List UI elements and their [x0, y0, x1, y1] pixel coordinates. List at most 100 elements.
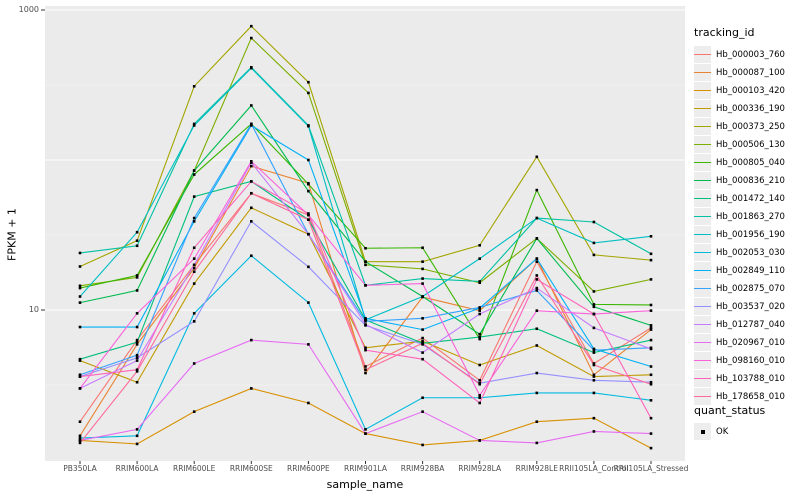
data-point: [592, 375, 596, 378]
data-point: [78, 265, 82, 268]
data-point: [592, 416, 596, 420]
data-point: [78, 359, 82, 362]
data-point: [478, 332, 481, 336]
data-point: [135, 356, 139, 360]
data-point: [535, 286, 539, 290]
data-point: [135, 442, 139, 446]
data-point: [649, 324, 653, 327]
data-point: [250, 206, 253, 210]
data-point: [192, 320, 196, 323]
series-color-line-icon: [694, 287, 711, 290]
data-point: [135, 380, 139, 384]
legend-entry: Hb_178658_010: [694, 388, 785, 405]
legend-entry: Hb_001472_140: [694, 190, 785, 207]
legend-entry-label: Hb_000003_760: [716, 49, 785, 60]
data-point: [135, 289, 139, 292]
data-point: [649, 446, 653, 450]
y-tick-label: 1000: [18, 5, 39, 14]
legend-entry: Hb_000087_100: [694, 64, 785, 81]
data-point: [421, 295, 424, 298]
data-point: [307, 232, 310, 236]
data-point: [78, 439, 82, 442]
data-point: [364, 365, 367, 368]
data-point: [307, 218, 310, 221]
data-point: [592, 351, 596, 354]
legend-entry-label: Hb_001863_270: [716, 211, 785, 222]
data-point: [78, 301, 82, 304]
data-point: [364, 320, 367, 323]
x-tick-label: RRIM600SE: [229, 464, 273, 473]
data-point: [364, 432, 367, 435]
data-point: [364, 323, 367, 326]
x-tick-label: PB350LA: [63, 464, 97, 473]
legend-key: [694, 172, 711, 189]
data-point: [364, 371, 367, 375]
legend-key: [694, 352, 711, 369]
series-color-line-icon: [694, 71, 711, 74]
data-point: [649, 382, 653, 386]
series-color-line-icon: [694, 107, 711, 110]
data-point: [649, 309, 653, 312]
data-point: [192, 122, 196, 126]
legend-entry: Hb_000336_190: [694, 100, 785, 117]
data-point: [592, 391, 596, 395]
data-point: [421, 328, 424, 331]
data-point: [478, 363, 481, 367]
data-point: [135, 276, 139, 279]
x-tick-label: RRII105LA_Control: [559, 464, 629, 473]
series-color-line-icon: [694, 395, 711, 398]
data-point: [78, 434, 82, 438]
data-point: [135, 325, 139, 329]
data-point: [250, 191, 253, 195]
data-point: [649, 416, 653, 420]
data-point: [307, 265, 310, 269]
data-point: [135, 353, 139, 357]
data-point: [192, 282, 196, 285]
data-point: [250, 24, 253, 28]
x-tick-label: RRIM928BA: [400, 464, 445, 473]
data-point: [250, 66, 253, 70]
data-point: [592, 362, 596, 365]
data-point: [592, 241, 596, 245]
legend-entry-label: Hb_003537_020: [716, 301, 785, 312]
legend-key: [694, 298, 711, 315]
x-tick-label: RRIM928LA: [458, 464, 502, 473]
data-point: [478, 306, 481, 309]
data-point: [478, 396, 481, 400]
data-point: [535, 420, 539, 424]
data-point: [78, 295, 82, 298]
data-point: [478, 378, 481, 382]
data-point: [364, 246, 367, 250]
data-point: [135, 340, 139, 344]
data-point: [78, 286, 82, 290]
x-tick-label: RRIM600LA: [115, 464, 159, 473]
data-point: [364, 428, 367, 431]
data-point: [535, 391, 539, 395]
data-point: [78, 436, 82, 440]
data-point: [135, 368, 139, 371]
legend-entries: Hb_000003_760 Hb_000087_100 Hb_000103_420 H…: [694, 46, 785, 405]
series-color-line-icon: [694, 305, 711, 308]
data-point: [421, 282, 424, 285]
legend-entry-label: Hb_000506_130: [716, 139, 785, 150]
legend-entry: Hb_002053_030: [694, 244, 785, 261]
data-point: [535, 257, 539, 260]
data-point: [307, 212, 310, 215]
legend-entry-label: Hb_012787_040: [716, 319, 785, 330]
legend-entry: Hb_003537_020: [694, 298, 785, 315]
legend-entry: Hb_000506_130: [694, 136, 785, 153]
data-point: [250, 220, 253, 223]
series-color-line-icon: [694, 377, 711, 380]
series-color-line-icon: [694, 161, 711, 164]
data-point: [592, 253, 596, 257]
data-point: [649, 258, 653, 262]
data-point: [649, 328, 653, 331]
data-point: [307, 91, 310, 95]
legend-entry-label: Hb_000805_040: [716, 157, 785, 168]
data-point: [135, 359, 139, 362]
data-point: [478, 312, 481, 316]
data-point: [649, 278, 653, 281]
legend-entry-label: Hb_002849_110: [716, 265, 785, 276]
data-point: [78, 441, 82, 445]
data-point: [250, 161, 253, 164]
